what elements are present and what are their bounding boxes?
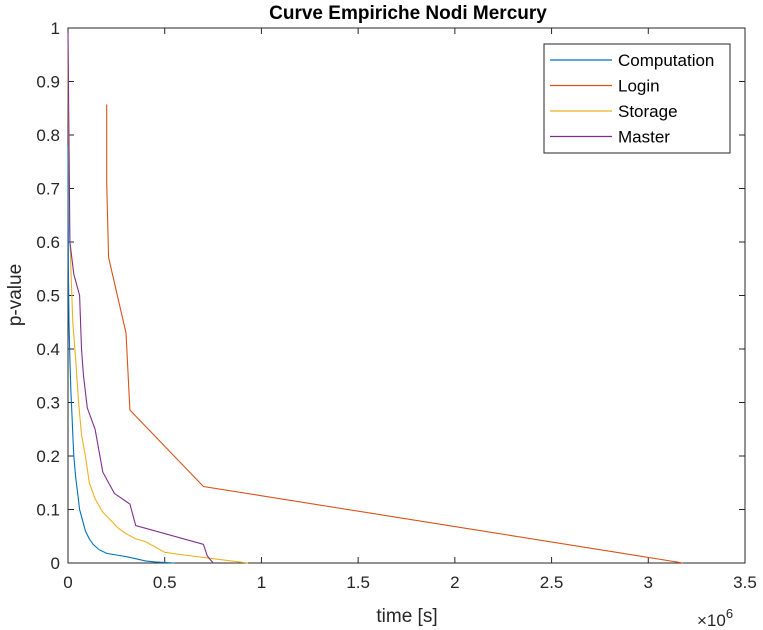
series-line-master — [67, 33, 214, 564]
y-tick-label: 0.3 — [36, 394, 60, 413]
y-axis-label: p-value — [5, 264, 26, 326]
x-tick-label: 3 — [644, 573, 653, 592]
x-exponent-label: ×106 — [697, 606, 733, 630]
y-tick-label: 0.7 — [36, 180, 60, 199]
series-line-storage — [67, 38, 248, 564]
y-tick-label: 0.4 — [36, 340, 60, 359]
x-tick-label: 0 — [63, 573, 72, 592]
series-line-computation — [67, 145, 175, 564]
x-tick-label: 0.5 — [153, 573, 177, 592]
y-tick-label: 0 — [51, 554, 60, 573]
series-line-login — [106, 104, 684, 564]
x-tick-label: 1.5 — [346, 573, 370, 592]
legend-label: Storage — [618, 102, 678, 121]
x-tick-label: 3.5 — [733, 573, 757, 592]
chart-title: Curve Empiriche Nodi Mercury — [269, 3, 547, 24]
y-tick-label: 0.8 — [36, 126, 60, 145]
x-exponent-power: 6 — [726, 606, 733, 621]
legend-box — [543, 43, 731, 154]
y-tick-label: 0.2 — [36, 447, 60, 466]
legend-label: Computation — [618, 51, 714, 70]
y-tick-label: 1 — [51, 19, 60, 38]
y-tick-label: 0.9 — [36, 73, 60, 92]
x-exponent-base: ×10 — [697, 611, 726, 630]
x-tick-label: 2.5 — [540, 573, 564, 592]
y-tick-label: 0.5 — [36, 287, 60, 306]
y-tick-label: 0.1 — [36, 501, 60, 520]
x-axis-label: time [s] — [376, 606, 437, 627]
legend-label: Master — [618, 128, 670, 147]
axis-ticks: 0 0.5 1 1.5 2 2.5 3 3.5 0 0.1 0.2 0.3 0.4 0.5 0.6 0.7 0.… — [36, 19, 756, 592]
legend-label: Login — [618, 77, 660, 96]
series-lines — [67, 33, 684, 564]
x-tick-label: 2 — [450, 573, 459, 592]
legend: Computation Login Storage Master — [543, 43, 731, 154]
y-tick-label: 0.6 — [36, 233, 60, 252]
x-tick-label: 1 — [257, 573, 266, 592]
